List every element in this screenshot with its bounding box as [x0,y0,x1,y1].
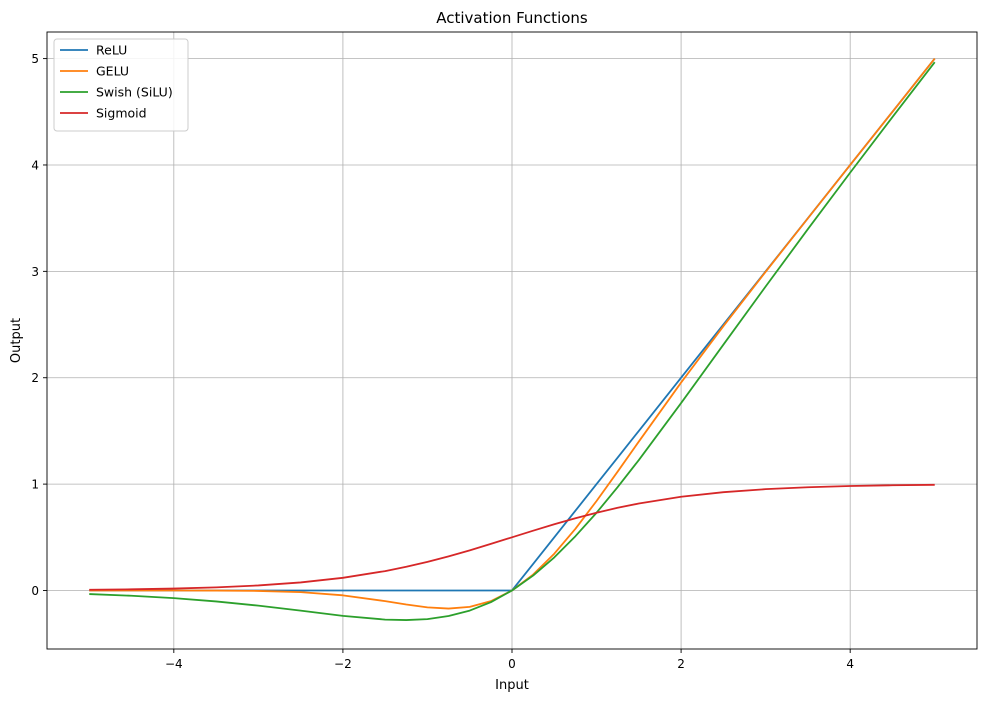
y-tick-label: 3 [31,265,39,279]
y-tick-label: 1 [31,478,39,492]
x-tick-label: −2 [334,657,352,671]
y-axis-label: Output [9,318,24,363]
x-tick-label: 4 [846,657,854,671]
y-tick-label: 0 [31,584,39,598]
legend-label: GELU [96,64,129,79]
x-axis-label: Input [495,678,529,693]
x-tick-label: −4 [165,657,183,671]
y-tick-label: 5 [31,52,39,66]
series-line-sigmoid [89,483,935,591]
series-line-swish-silu [89,61,936,621]
chart-title: Activation Functions [436,9,588,27]
grid-layer [47,32,977,649]
y-tick-label: 2 [31,371,39,385]
legend: ReLU GELU Swish (SiLU) Sigmoid [53,38,189,132]
x-tick-label: 2 [677,657,685,671]
series-layer [89,58,936,621]
y-tick-label: 4 [31,158,39,172]
x-tick-label: 0 [508,657,516,671]
legend-label: ReLU [96,43,127,58]
tick-layer: −4 −2 0 2 4 0 1 2 3 4 5 [31,52,854,671]
legend-box [53,38,189,132]
legend-label: Sigmoid [96,106,147,121]
legend-label: Swish (SiLU) [96,85,173,100]
